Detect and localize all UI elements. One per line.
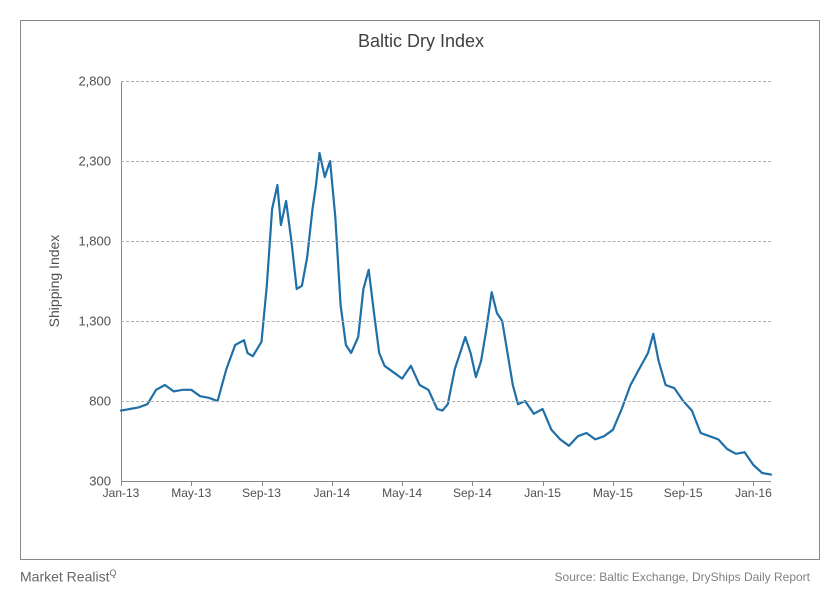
brand-text: Market Realist [20,569,109,585]
xtick-label: Jan-15 [524,486,561,500]
xtick-label: Jan-14 [313,486,350,500]
gridline [121,81,771,82]
gridline [121,401,771,402]
source-attribution: Source: Baltic Exchange, DryShips Daily … [555,570,810,584]
gridline [121,161,771,162]
xtick-label: May-13 [171,486,211,500]
xtick-label: Sep-14 [453,486,492,500]
xtick-label: May-14 [382,486,422,500]
chart-frame: Baltic Dry Index Shipping Index 3008001,… [20,20,820,560]
gridline [121,321,771,322]
brand-symbol: Q [109,568,116,578]
xtick-label: May-15 [593,486,633,500]
ytick-label: 1,300 [51,314,111,329]
gridline [121,241,771,242]
xtick-label: Jan-13 [103,486,140,500]
xtick-label: Sep-13 [242,486,281,500]
plot-area [121,81,771,481]
ytick-label: 2,300 [51,154,111,169]
ytick-label: 800 [51,394,111,409]
ytick-label: 2,800 [51,74,111,89]
ytick-label: 1,800 [51,234,111,249]
brand-logo: Market RealistQ [20,568,116,585]
x-axis-line [121,481,771,482]
xtick-label: Sep-15 [664,486,703,500]
chart-title: Baltic Dry Index [21,31,821,52]
line-series [121,81,771,481]
xtick-label: Jan-16 [735,486,772,500]
